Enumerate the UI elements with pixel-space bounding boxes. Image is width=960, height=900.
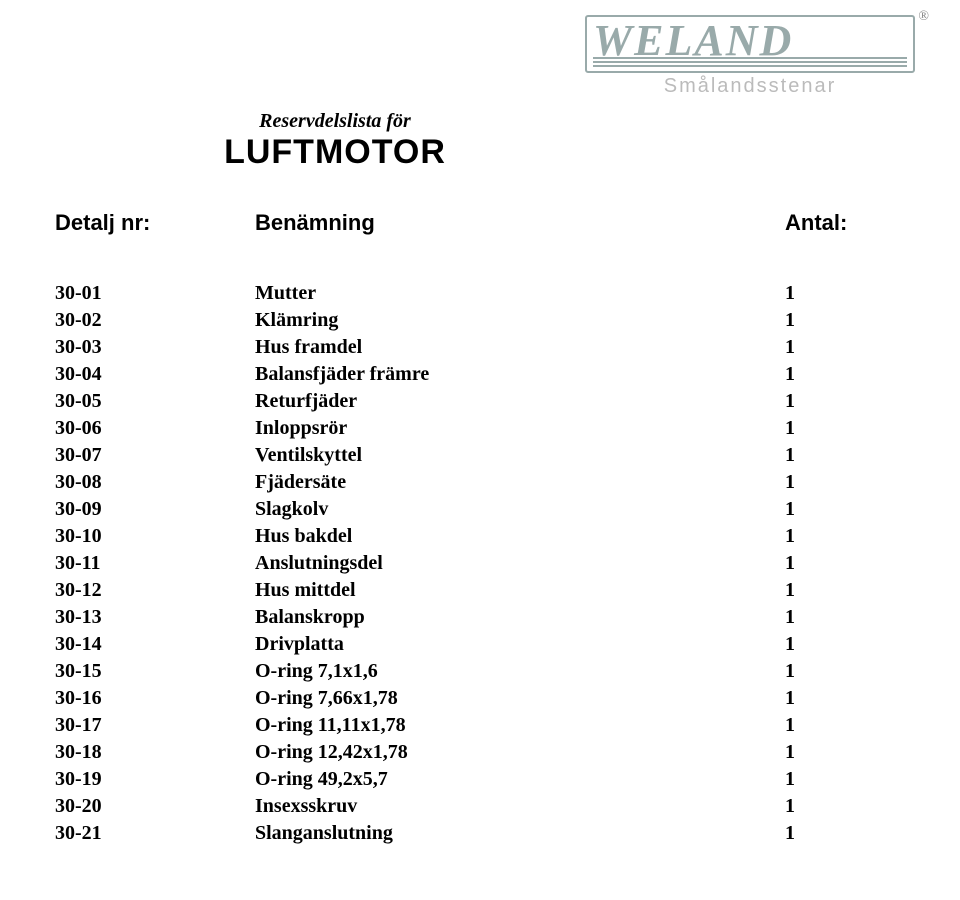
table-row: 30-09Slagkolv1 [55,496,905,523]
column-headers: Detalj nr: Benämning Antal: [55,210,905,236]
cell-quantity: 1 [785,631,905,658]
cell-detail-id: 30-21 [55,820,255,847]
cell-detail-id: 30-02 [55,307,255,334]
cell-detail-id: 30-13 [55,604,255,631]
table-row: 30-07Ventilskyttel1 [55,442,905,469]
cell-detail-id: 30-05 [55,388,255,415]
table-row: 30-11Anslutningsdel1 [55,550,905,577]
registered-mark-icon: ® [918,9,929,25]
table-row: 30-06Inloppsrör1 [55,415,905,442]
table-row: 30-16O-ring 7,66x1,781 [55,685,905,712]
cell-part-name: Fjädersäte [255,469,785,496]
table-row: 30-04Balansfjäder främre1 [55,361,905,388]
cell-part-name: O-ring 12,42x1,78 [255,739,785,766]
cell-part-name: O-ring 49,2x5,7 [255,766,785,793]
cell-part-name: Anslutningsdel [255,550,785,577]
cell-detail-id: 30-09 [55,496,255,523]
cell-detail-id: 30-16 [55,685,255,712]
cell-part-name: Drivplatta [255,631,785,658]
table-row: 30-02Klämring1 [55,307,905,334]
cell-part-name: Returfjäder [255,388,785,415]
cell-detail-id: 30-04 [55,361,255,388]
cell-part-name: Hus framdel [255,334,785,361]
cell-detail-id: 30-11 [55,550,255,577]
cell-detail-id: 30-12 [55,577,255,604]
cell-part-name: O-ring 7,66x1,78 [255,685,785,712]
cell-quantity: 1 [785,280,905,307]
cell-quantity: 1 [785,658,905,685]
cell-detail-id: 30-19 [55,766,255,793]
cell-quantity: 1 [785,469,905,496]
cell-quantity: 1 [785,712,905,739]
cell-part-name: Klämring [255,307,785,334]
header-title: LUFTMOTOR [165,133,505,172]
table-row: 30-18O-ring 12,42x1,781 [55,739,905,766]
cell-quantity: 1 [785,820,905,847]
cell-part-name: Inloppsrör [255,415,785,442]
cell-quantity: 1 [785,496,905,523]
cell-part-name: Balansfjäder främre [255,361,785,388]
cell-detail-id: 30-01 [55,280,255,307]
table-row: 30-15O-ring 7,1x1,61 [55,658,905,685]
document-header: Reservdelslista för LUFTMOTOR [165,110,505,172]
cell-detail-id: 30-15 [55,658,255,685]
table-row: 30-21Slanganslutning1 [55,820,905,847]
cell-part-name: Insexsskruv [255,793,785,820]
cell-part-name: O-ring 11,11x1,78 [255,712,785,739]
cell-quantity: 1 [785,739,905,766]
cell-quantity: 1 [785,766,905,793]
table-row: 30-20Insexsskruv1 [55,793,905,820]
cell-quantity: 1 [785,307,905,334]
cell-quantity: 1 [785,415,905,442]
cell-detail-id: 30-18 [55,739,255,766]
cell-quantity: 1 [785,361,905,388]
cell-detail-id: 30-14 [55,631,255,658]
cell-quantity: 1 [785,685,905,712]
header-subtitle: Reservdelslista för [165,110,505,133]
cell-detail-id: 30-06 [55,415,255,442]
table-row: 30-08Fjädersäte1 [55,469,905,496]
table-row: 30-17O-ring 11,11x1,781 [55,712,905,739]
cell-quantity: 1 [785,523,905,550]
cell-quantity: 1 [785,442,905,469]
cell-detail-id: 30-03 [55,334,255,361]
cell-detail-id: 30-20 [55,793,255,820]
cell-part-name: Slagkolv [255,496,785,523]
cell-detail-id: 30-07 [55,442,255,469]
cell-detail-id: 30-17 [55,712,255,739]
cell-part-name: Ventilskyttel [255,442,785,469]
col-header-name: Benämning [255,210,785,236]
cell-quantity: 1 [785,577,905,604]
col-header-detail: Detalj nr: [55,210,255,236]
cell-part-name: Balanskropp [255,604,785,631]
table-row: 30-13Balanskropp1 [55,604,905,631]
cell-part-name: O-ring 7,1x1,6 [255,658,785,685]
cell-quantity: 1 [785,388,905,415]
cell-quantity: 1 [785,334,905,361]
logo-box: ® WELAND [585,15,915,73]
cell-quantity: 1 [785,793,905,820]
cell-part-name: Mutter [255,280,785,307]
cell-part-name: Hus mittdel [255,577,785,604]
cell-detail-id: 30-10 [55,523,255,550]
table-row: 30-10Hus bakdel1 [55,523,905,550]
cell-quantity: 1 [785,604,905,631]
table-row: 30-05Returfjäder1 [55,388,905,415]
parts-table: 30-01Mutter130-02Klämring130-03Hus framd… [55,280,905,847]
table-row: 30-19O-ring 49,2x5,71 [55,766,905,793]
brand-logo: ® WELAND Smålandsstenar [585,15,915,98]
table-row: 30-14Drivplatta1 [55,631,905,658]
logo-subtitle: Smålandsstenar [585,75,915,98]
table-row: 30-03Hus framdel1 [55,334,905,361]
cell-part-name: Hus bakdel [255,523,785,550]
table-row: 30-01Mutter1 [55,280,905,307]
col-header-count: Antal: [785,210,905,236]
cell-quantity: 1 [785,550,905,577]
cell-part-name: Slanganslutning [255,820,785,847]
table-row: 30-12Hus mittdel1 [55,577,905,604]
cell-detail-id: 30-08 [55,469,255,496]
